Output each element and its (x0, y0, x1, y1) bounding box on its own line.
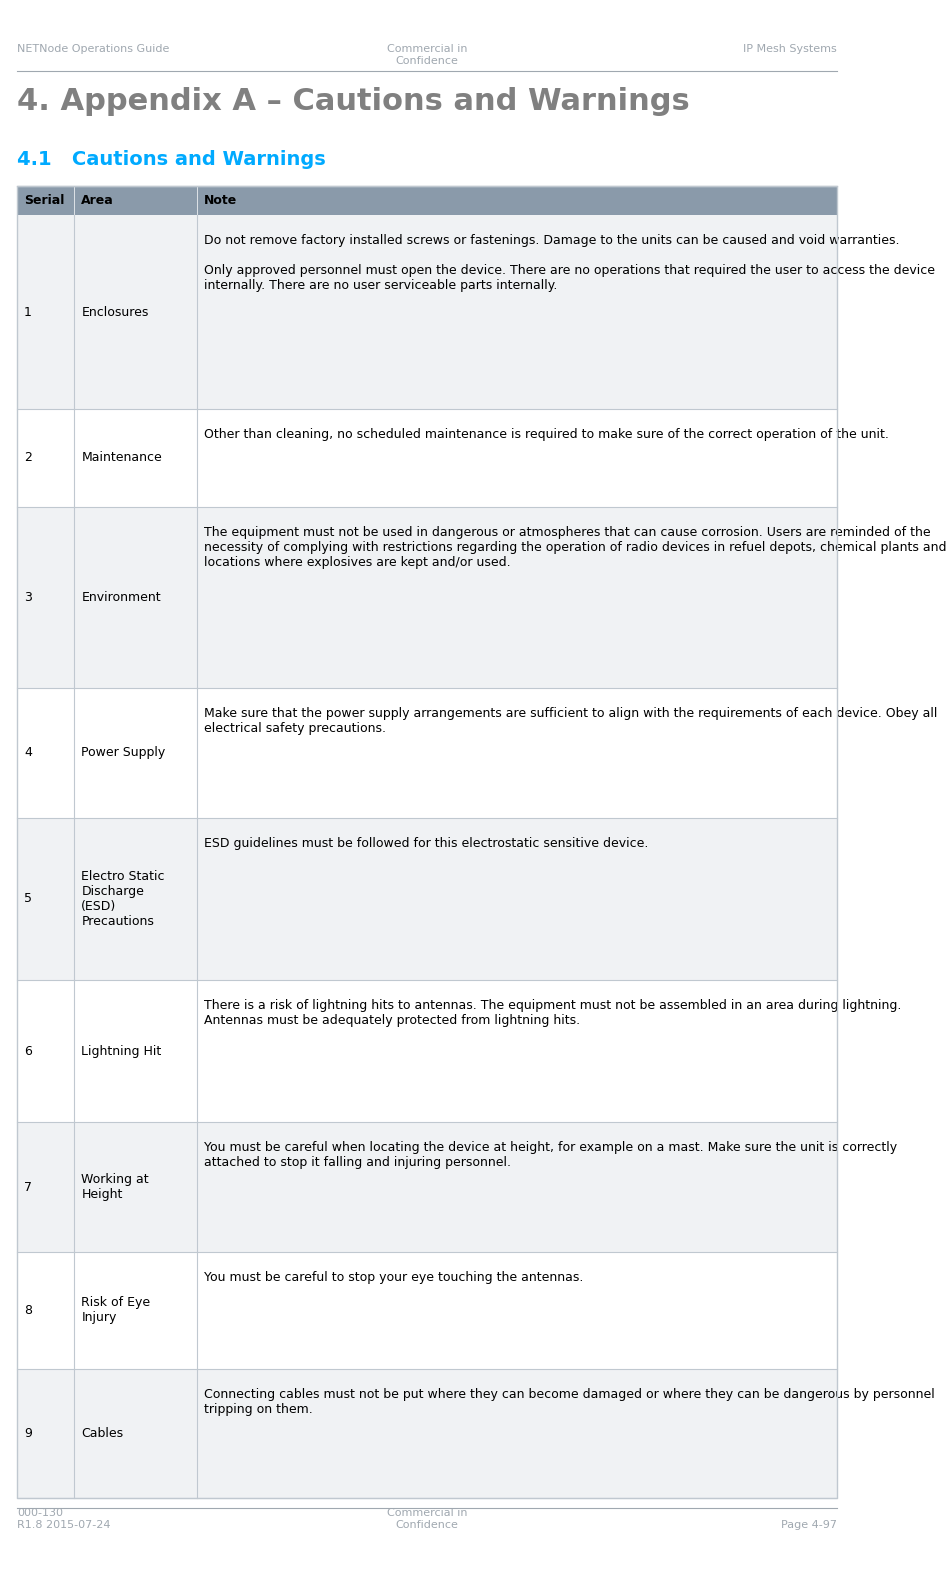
Text: NETNode Operations Guide: NETNode Operations Guide (17, 44, 170, 54)
FancyBboxPatch shape (17, 981, 837, 1122)
Text: ESD guidelines must be followed for this electrostatic sensitive device.: ESD guidelines must be followed for this… (205, 837, 648, 850)
Text: Make sure that the power supply arrangements are sufficient to align with the re: Make sure that the power supply arrangem… (205, 707, 938, 735)
Text: Page 4-97: Page 4-97 (781, 1520, 837, 1530)
Text: 7: 7 (24, 1180, 32, 1193)
Text: 000-130
R1.8 2015-07-24: 000-130 R1.8 2015-07-24 (17, 1508, 111, 1530)
Text: Lightning Hit: Lightning Hit (82, 1045, 161, 1058)
FancyBboxPatch shape (17, 1369, 837, 1498)
Text: Environment: Environment (82, 590, 161, 604)
Text: Note: Note (205, 194, 238, 206)
Text: Area: Area (82, 194, 114, 206)
Text: 2: 2 (24, 452, 32, 464)
Text: Maintenance: Maintenance (82, 452, 162, 464)
Text: 4. Appendix A – Cautions and Warnings: 4. Appendix A – Cautions and Warnings (17, 87, 690, 115)
Text: Risk of Eye
Injury: Risk of Eye Injury (82, 1297, 151, 1324)
Text: You must be careful when locating the device at height, for example on a mast. M: You must be careful when locating the de… (205, 1141, 898, 1169)
Text: You must be careful to stop your eye touching the antennas.: You must be careful to stop your eye tou… (205, 1270, 584, 1284)
Text: Electro Static
Discharge
(ESD)
Precautions: Electro Static Discharge (ESD) Precautio… (82, 870, 165, 927)
Text: Serial: Serial (24, 194, 64, 206)
FancyBboxPatch shape (17, 216, 837, 409)
FancyBboxPatch shape (17, 186, 837, 216)
Text: The equipment must not be used in dangerous or atmospheres that can cause corros: The equipment must not be used in danger… (205, 526, 947, 568)
Text: 1: 1 (24, 305, 32, 318)
FancyBboxPatch shape (17, 1122, 837, 1251)
Text: 4: 4 (24, 746, 32, 759)
Text: Commercial in
Confidence: Commercial in Confidence (387, 44, 467, 66)
FancyBboxPatch shape (17, 688, 837, 818)
Text: Power Supply: Power Supply (82, 746, 166, 759)
Text: Do not remove factory installed screws or fastenings. Damage to the units can be: Do not remove factory installed screws o… (205, 235, 936, 291)
Text: 3: 3 (24, 590, 32, 604)
Text: 8: 8 (24, 1303, 32, 1317)
Text: Other than cleaning, no scheduled maintenance is required to make sure of the co: Other than cleaning, no scheduled mainte… (205, 428, 889, 441)
Text: 6: 6 (24, 1045, 32, 1058)
FancyBboxPatch shape (17, 507, 837, 688)
Text: IP Mesh Systems: IP Mesh Systems (743, 44, 837, 54)
FancyBboxPatch shape (17, 1251, 837, 1369)
FancyBboxPatch shape (17, 409, 837, 507)
Text: 5: 5 (24, 892, 32, 905)
Text: Enclosures: Enclosures (82, 305, 149, 318)
Text: Cables: Cables (82, 1428, 123, 1440)
Text: Commercial in
Confidence: Commercial in Confidence (387, 1508, 467, 1530)
FancyBboxPatch shape (17, 818, 837, 981)
Text: 9: 9 (24, 1428, 32, 1440)
Text: Working at
Height: Working at Height (82, 1173, 149, 1201)
Text: There is a risk of lightning hits to antennas. The equipment must not be assembl: There is a risk of lightning hits to ant… (205, 999, 902, 1026)
Text: 4.1   Cautions and Warnings: 4.1 Cautions and Warnings (17, 150, 326, 168)
Text: Connecting cables must not be put where they can become damaged or where they ca: Connecting cables must not be put where … (205, 1388, 935, 1415)
